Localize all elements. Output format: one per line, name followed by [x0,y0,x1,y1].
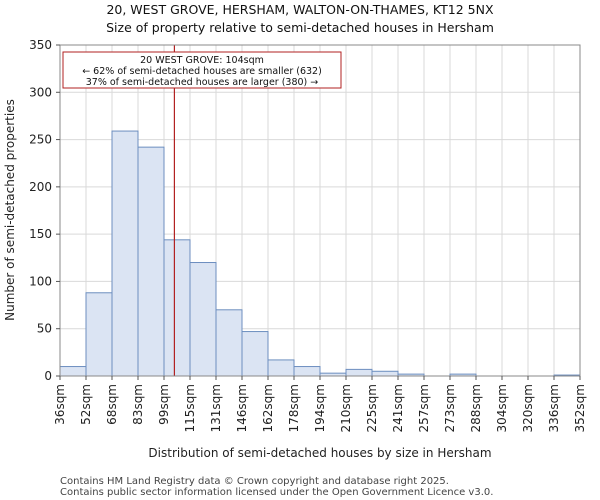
histogram-bar [163,239,191,377]
histogram-bar [215,309,243,377]
x-tick-label: 288sqm [469,384,483,432]
histogram-bar [85,292,113,377]
chart-subtitle: Size of property relative to semi-detach… [106,20,494,35]
histogram-bar [137,146,165,377]
annotation-box: 20 WEST GROVE: 104sqm ← 62% of semi-deta… [62,51,342,89]
histogram-bar [111,130,139,377]
y-axis: 0 50 100 150 200 250 300 350 [29,38,60,383]
histogram-bar [371,370,399,377]
chart-title: 20, WEST GROVE, HERSHAM, WALTON-ON-THAME… [106,2,494,17]
histogram-bar [59,366,87,377]
x-tick-label: 83sqm [131,384,145,425]
x-tick-label: 320sqm [521,384,535,432]
y-tick-label: 200 [29,180,52,194]
histogram-bar [293,366,321,377]
x-tick-label: 352sqm [573,384,587,432]
footer-line-1: Contains HM Land Registry data © Crown c… [60,476,449,487]
y-tick-label: 100 [29,274,52,288]
x-tick-label: 257sqm [417,384,431,432]
x-tick-label: 162sqm [261,384,275,432]
x-tick-label: 241sqm [391,384,405,432]
x-tick-label: 273sqm [443,384,457,432]
x-tick-label: 178sqm [287,384,301,432]
y-tick-label: 250 [29,133,52,147]
x-tick-label: 336sqm [547,384,561,432]
y-tick-label: 350 [29,38,52,52]
annotation-frame [62,51,342,89]
x-tick-label: 304sqm [495,384,509,432]
annotation-line-3: 37% of semi-detached houses are larger (… [86,77,319,88]
x-tick-label: 36sqm [53,384,67,425]
x-tick-label: 99sqm [157,384,171,425]
annotation-line-1: 20 WEST GROVE: 104sqm [140,55,264,66]
y-tick-label: 300 [29,85,52,99]
x-tick-label: 115sqm [183,384,197,432]
x-tick-label: 225sqm [365,384,379,432]
x-axis: 36sqm 52sqm 68sqm 83sqm 99sqm 115sqm 131sqm 146… [53,376,587,432]
histogram-bar [189,262,217,377]
annotation-line-2: ← 62% of semi-detached houses are smalle… [82,66,322,77]
histogram-bar [267,359,295,377]
footer-line-2: Contains public sector information licen… [60,487,493,498]
x-tick-label: 210sqm [339,384,353,432]
x-tick-label: 194sqm [313,384,327,432]
x-tick-label: 68sqm [105,384,119,425]
x-tick-label: 52sqm [79,384,93,425]
y-tick-label: 0 [44,369,52,383]
y-axis-title: Number of semi-detached properties [3,99,17,321]
bars-group [59,130,581,377]
y-tick-label: 150 [29,227,52,241]
x-axis-title: Distribution of semi-detached houses by … [148,446,491,460]
histogram-bar [345,368,373,377]
histogram-bar [241,331,269,377]
x-tick-label: 146sqm [235,384,249,432]
y-tick-label: 50 [37,322,52,336]
x-tick-label: 131sqm [209,384,223,432]
